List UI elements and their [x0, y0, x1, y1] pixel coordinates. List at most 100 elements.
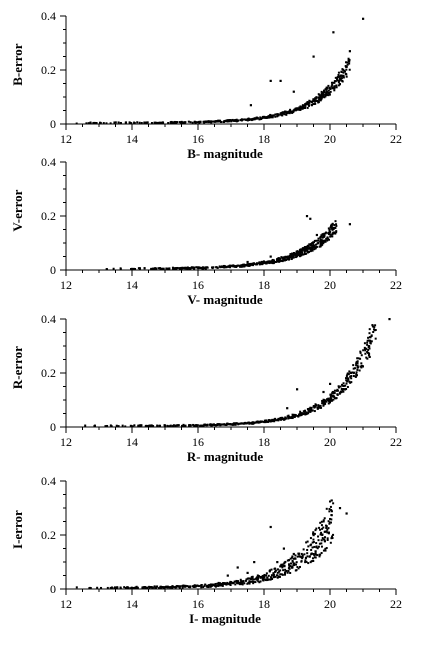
data-point: [319, 533, 322, 536]
data-point: [342, 74, 345, 77]
data-point: [314, 102, 317, 105]
y-axis-label: R-error: [10, 346, 25, 389]
data-point: [305, 413, 308, 416]
data-point: [195, 584, 198, 587]
data-point: [291, 417, 294, 420]
data-point: [337, 386, 340, 389]
data-point: [246, 577, 249, 580]
data-point: [313, 532, 316, 535]
data-point: [349, 375, 352, 378]
y-tick-label: 0.2: [41, 366, 56, 380]
data-point: [133, 122, 136, 125]
data-point: [269, 79, 272, 82]
data-point: [317, 404, 320, 407]
data-point: [265, 116, 268, 119]
data-point: [319, 245, 322, 248]
data-point: [329, 90, 332, 93]
data-point: [242, 263, 245, 266]
data-point: [311, 249, 314, 252]
data-point: [312, 246, 315, 249]
data-point: [148, 424, 151, 427]
data-point: [247, 581, 250, 584]
data-point: [283, 564, 286, 567]
data-point: [324, 536, 327, 539]
data-point: [183, 121, 186, 124]
data-point: [274, 575, 277, 578]
data-point: [249, 263, 252, 266]
data-point: [363, 342, 366, 345]
data-point: [367, 354, 370, 357]
data-point: [337, 81, 340, 84]
data-point: [305, 102, 308, 105]
data-point: [192, 423, 195, 426]
data-point: [324, 540, 327, 543]
data-point: [292, 557, 295, 560]
data-point: [250, 421, 253, 424]
data-point: [312, 541, 315, 544]
data-point: [274, 113, 277, 116]
data-point: [281, 259, 284, 262]
data-point: [257, 575, 260, 578]
data-point: [330, 81, 333, 84]
data-point: [346, 380, 349, 383]
data-point: [92, 121, 95, 124]
data-point: [369, 339, 372, 342]
data-point: [145, 424, 148, 427]
data-point: [311, 541, 314, 544]
data-point: [327, 520, 330, 523]
data-point: [333, 85, 336, 88]
data-point: [285, 569, 288, 572]
data-point: [203, 120, 206, 123]
data-point: [283, 562, 286, 565]
data-point: [344, 388, 347, 391]
data-point: [316, 547, 319, 550]
data-point: [351, 371, 354, 374]
x-tick-label: 20: [324, 278, 336, 292]
data-point: [263, 576, 266, 579]
data-point: [326, 537, 329, 540]
data-point: [303, 251, 306, 254]
data-point: [192, 585, 195, 588]
data-point: [295, 563, 298, 566]
data-point: [296, 566, 299, 569]
data-point: [289, 565, 292, 568]
data-point: [222, 266, 225, 269]
data-point: [327, 227, 330, 230]
data-point: [297, 415, 300, 418]
data-point: [356, 362, 359, 365]
data-point: [234, 580, 237, 583]
data-point: [109, 586, 112, 589]
data-point: [195, 266, 198, 269]
data-point: [230, 264, 233, 267]
data-point: [323, 96, 326, 99]
data-point: [328, 92, 331, 95]
data-point: [321, 527, 324, 530]
data-point: [310, 247, 313, 250]
data-point: [181, 266, 184, 269]
data-point: [315, 233, 318, 237]
x-tick-label: 14: [126, 132, 138, 146]
data-point: [243, 118, 246, 121]
data-point: [304, 104, 307, 107]
data-point: [121, 424, 124, 427]
y-axis-label: I-error: [10, 510, 25, 549]
data-point: [335, 389, 338, 392]
data-point: [346, 63, 349, 66]
data-point: [267, 420, 270, 423]
data-point: [315, 546, 318, 549]
data-point: [369, 341, 372, 344]
data-point: [362, 349, 365, 352]
data-point: [226, 581, 229, 584]
data-point: [317, 545, 320, 548]
data-point: [159, 267, 162, 270]
data-point: [138, 424, 141, 427]
data-point: [280, 114, 283, 117]
data-point: [115, 424, 118, 427]
y-tick-label: 0.2: [41, 528, 56, 542]
x-tick-label: 20: [324, 132, 336, 146]
data-point: [206, 266, 209, 269]
data-point: [333, 87, 336, 90]
data-point: [292, 90, 295, 93]
data-point: [284, 571, 287, 574]
data-point: [153, 585, 156, 588]
